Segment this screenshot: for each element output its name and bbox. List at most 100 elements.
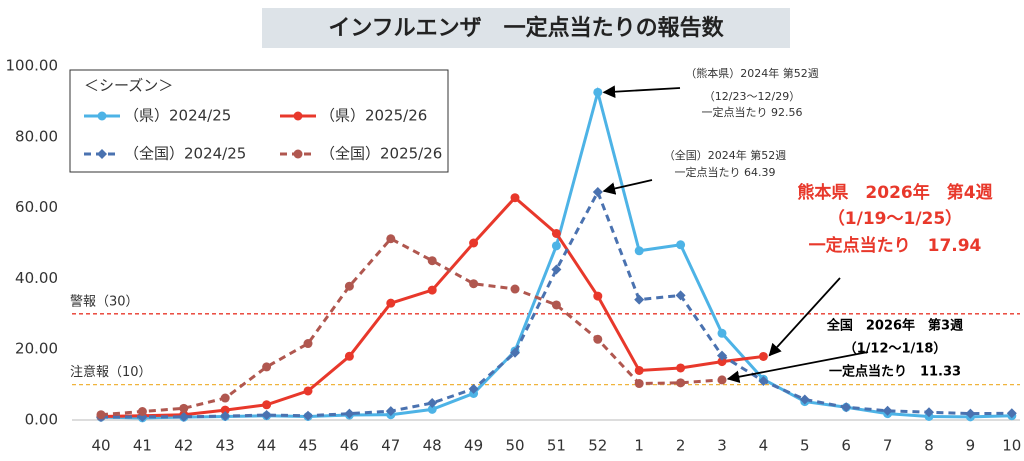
- annotation-arrow: [768, 277, 841, 357]
- annotation-arrow: [602, 85, 681, 98]
- point: [303, 410, 313, 421]
- point: [965, 408, 976, 419]
- annotation-text: （熊本県）2024年 第52週: [685, 66, 819, 80]
- point: [634, 379, 644, 389]
- legend-label: （県）2024/25: [124, 107, 231, 125]
- x-tick-label: 9: [966, 437, 976, 455]
- annotation-arrow: [602, 179, 653, 195]
- x-tick-label: 8: [924, 437, 934, 455]
- x-tick-label: 41: [133, 437, 152, 455]
- point: [592, 187, 603, 198]
- point: [386, 298, 396, 308]
- x-tick-label: 4: [759, 437, 769, 455]
- point: [593, 87, 603, 97]
- x-tick-label: 5: [800, 437, 810, 455]
- point: [551, 264, 562, 275]
- threshold-label: 注意報（10）: [70, 364, 152, 380]
- x-tick-label: 47: [381, 437, 400, 455]
- legend-marker: [293, 149, 303, 159]
- annotation-text: 全国 2026年 第3週: [826, 318, 963, 334]
- point: [634, 365, 644, 375]
- legend-marker: [97, 111, 107, 121]
- x-tick-label: 44: [257, 437, 276, 455]
- point: [1006, 408, 1017, 419]
- legend-box: [69, 69, 449, 173]
- legend-label: （全国）2025/26: [320, 145, 442, 163]
- legend-marker: [97, 149, 107, 159]
- annotation-text: 一定点当たり 64.39: [675, 165, 776, 179]
- point: [386, 234, 396, 244]
- chart-title: インフルエンザ 一定点当たりの報告数: [328, 15, 724, 41]
- point: [344, 351, 354, 361]
- point: [551, 300, 561, 310]
- point: [96, 410, 106, 420]
- point: [841, 402, 852, 413]
- point: [799, 394, 810, 405]
- point: [344, 408, 355, 419]
- x-tick-label: 2: [676, 437, 686, 455]
- x-tick-label: 1: [634, 437, 644, 455]
- point: [675, 290, 686, 301]
- point: [593, 334, 603, 344]
- y-tick-label: 40.00: [15, 269, 58, 287]
- point: [510, 193, 520, 203]
- annotation-text: 熊本県 2026年 第4週: [797, 182, 992, 203]
- point: [137, 407, 147, 417]
- point: [924, 407, 934, 418]
- point: [220, 411, 231, 422]
- x-tick-label: 6: [841, 437, 851, 455]
- point: [593, 291, 603, 301]
- annotation-text: （1/12～1/18）: [844, 341, 947, 357]
- legend-marker: [293, 111, 303, 121]
- legend-label: （全国）2024/25: [124, 145, 246, 163]
- x-tick-label: 7: [883, 437, 893, 455]
- point: [427, 398, 438, 409]
- annotation-text: 一定点当たり 17.94: [809, 235, 982, 256]
- annotation-text: 一定点当たり 92.56: [702, 105, 803, 119]
- legend-label: （県）2025/26: [320, 107, 427, 125]
- y-tick-label: 20.00: [15, 340, 58, 358]
- x-tick-label: 48: [423, 437, 442, 455]
- threshold-label: 警報（30）: [70, 293, 139, 309]
- x-tick-label: 51: [547, 437, 566, 455]
- point: [634, 246, 644, 256]
- x-tick-label: 50: [505, 437, 524, 455]
- point: [303, 386, 313, 396]
- title-box: [262, 8, 790, 48]
- point: [634, 294, 645, 305]
- point: [262, 362, 272, 372]
- series-line: [100, 236, 723, 417]
- y-tick-label: 0.00: [25, 411, 58, 429]
- point: [179, 403, 189, 413]
- x-tick-label: 42: [174, 437, 193, 455]
- point: [385, 406, 396, 417]
- point: [717, 328, 727, 338]
- point: [717, 357, 727, 367]
- point: [427, 404, 437, 414]
- point: [468, 383, 479, 394]
- x-tick-label: 46: [340, 437, 359, 455]
- y-tick-label: 60.00: [15, 198, 58, 216]
- x-tick-label: 52: [588, 437, 607, 455]
- point: [220, 405, 230, 415]
- point: [882, 405, 893, 416]
- annotation-text: （1/19～1/25）: [828, 208, 962, 229]
- point: [676, 363, 686, 373]
- x-tick-label: 10: [1002, 437, 1021, 455]
- point: [427, 256, 437, 266]
- y-tick-label: 100.00: [6, 57, 59, 75]
- point: [551, 228, 561, 238]
- point: [717, 375, 727, 385]
- annotation-text: 一定点当たり 11.33: [829, 364, 961, 380]
- point: [178, 411, 189, 422]
- point: [510, 284, 520, 294]
- point: [758, 376, 769, 387]
- annotation-text: （12/23～12/29）: [704, 90, 800, 103]
- point: [551, 241, 561, 251]
- y-tick-label: 80.00: [15, 127, 58, 145]
- point: [676, 378, 686, 388]
- point: [717, 350, 727, 361]
- point: [344, 281, 354, 291]
- x-tick-label: 43: [216, 437, 235, 455]
